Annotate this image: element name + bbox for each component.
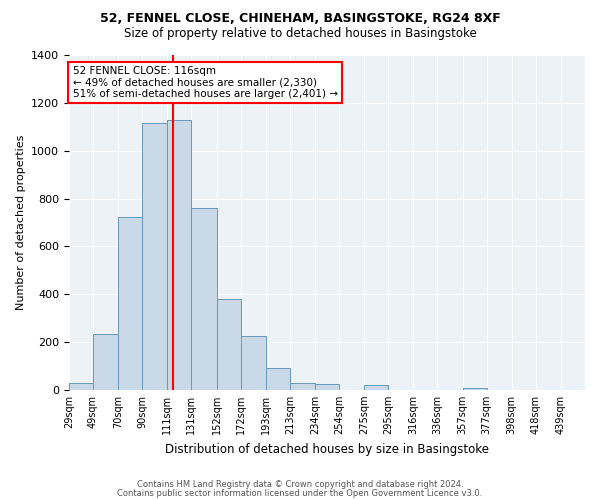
Bar xyxy=(364,385,388,390)
Bar xyxy=(142,123,167,390)
Bar xyxy=(463,388,487,390)
Text: Contains HM Land Registry data © Crown copyright and database right 2024.: Contains HM Land Registry data © Crown c… xyxy=(137,480,463,489)
Bar xyxy=(315,384,339,390)
Text: 52, FENNEL CLOSE, CHINEHAM, BASINGSTOKE, RG24 8XF: 52, FENNEL CLOSE, CHINEHAM, BASINGSTOKE,… xyxy=(100,12,500,26)
Bar xyxy=(266,368,290,390)
X-axis label: Distribution of detached houses by size in Basingstoke: Distribution of detached houses by size … xyxy=(165,442,489,456)
Text: Size of property relative to detached houses in Basingstoke: Size of property relative to detached ho… xyxy=(124,28,476,40)
Bar xyxy=(191,208,217,390)
Text: Contains public sector information licensed under the Open Government Licence v3: Contains public sector information licen… xyxy=(118,490,482,498)
Bar xyxy=(290,383,315,390)
Y-axis label: Number of detached properties: Number of detached properties xyxy=(16,135,26,310)
Bar xyxy=(241,336,266,390)
Bar xyxy=(217,299,241,390)
Bar xyxy=(93,334,118,390)
Text: 52 FENNEL CLOSE: 116sqm
← 49% of detached houses are smaller (2,330)
51% of semi: 52 FENNEL CLOSE: 116sqm ← 49% of detache… xyxy=(73,66,338,99)
Bar xyxy=(118,216,142,390)
Bar xyxy=(69,383,93,390)
Bar xyxy=(167,120,191,390)
